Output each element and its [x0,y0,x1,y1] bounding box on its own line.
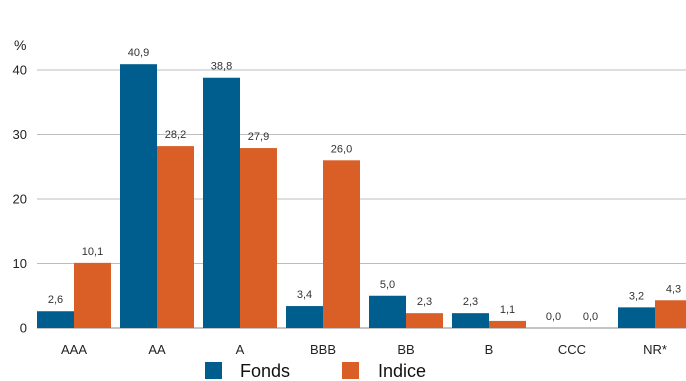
bar-indice-5 [489,320,526,328]
y-tick-label-30: 30 [13,127,27,142]
bar-fonds-7 [618,307,655,328]
data-label-fonds-5: 2,3 [463,296,478,308]
bar-fonds-2 [203,77,240,329]
y-tick-label-0: 0 [20,321,27,336]
legend-swatch-fonds [205,362,222,379]
y-axis-unit-label: % [14,37,26,53]
y-tick-label-10: 10 [13,256,27,271]
legend-label-fonds: Fonds [240,361,290,381]
x-tick-label-6: CCC [558,342,586,357]
bar-fonds-5 [452,313,489,328]
data-label-fonds-6: 0,0 [546,311,561,323]
bar-fonds-1 [120,64,157,328]
legend-label-indice: Indice [378,361,426,381]
data-label-indice-3: 26,0 [331,143,352,155]
bar-fonds-0 [37,311,74,328]
y-tick-label-20: 20 [13,192,27,207]
x-tick-label-4: BB [397,342,414,357]
data-label-fonds-1: 40,9 [128,47,149,59]
x-tick-label-3: BBB [310,342,336,357]
x-axis-ticks: AAA AA A BBB BB B CCC NR* [61,342,667,357]
data-labels: 2,6 10,1 40,9 28,2 38,8 27,9 3,4 26,0 5,0 2,3 2,3 1… [48,47,681,323]
x-tick-label-1: AA [148,342,166,357]
data-label-indice-1: 28,2 [165,129,186,141]
data-label-indice-6: 0,0 [583,311,598,323]
x-tick-label-2: A [236,342,245,357]
legend: Fonds Indice [205,361,426,381]
bar-fonds-4 [369,295,406,328]
bar-indice-0 [74,262,111,328]
data-label-indice-5: 1,1 [500,304,515,316]
data-label-indice-2: 27,9 [248,131,269,143]
data-label-fonds-3: 3,4 [297,289,312,301]
legend-swatch-indice [342,362,359,379]
data-label-indice-7: 4,3 [666,283,681,295]
data-label-fonds-0: 2,6 [48,294,63,306]
bar-indice-3 [323,160,360,328]
data-label-fonds-4: 5,0 [380,279,395,291]
bar-indice-1 [157,146,194,328]
y-tick-label-40: 40 [13,63,27,78]
bar-indice-2 [240,148,277,328]
y-axis-ticks: 0 10 20 30 40 [13,63,27,336]
data-label-fonds-7: 3,2 [629,290,644,302]
x-tick-label-0: AAA [61,342,87,357]
x-tick-label-5: B [485,342,494,357]
bar-indice-4 [406,313,443,328]
bars [37,64,686,329]
x-tick-label-7: NR* [643,342,667,357]
data-label-indice-4: 2,3 [417,296,432,308]
bar-fonds-3 [286,306,323,328]
bar-indice-7 [655,300,686,328]
data-label-indice-0: 10,1 [82,246,103,258]
data-label-fonds-2: 38,8 [211,61,232,73]
